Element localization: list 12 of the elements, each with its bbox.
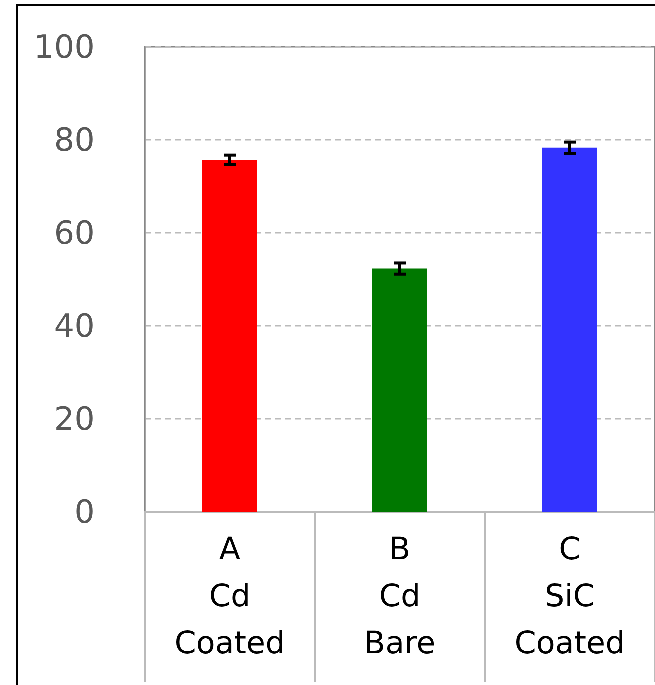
y-tick-label: 20	[54, 400, 95, 438]
bar	[372, 268, 428, 512]
y-tick-label: 60	[54, 214, 95, 252]
x-tick-label: C SiC Coated	[514, 532, 626, 662]
x-tick-label: A Cd Coated	[174, 532, 286, 662]
y-tick-label: 40	[54, 307, 95, 345]
y-tick-label: 80	[54, 121, 95, 159]
y-tick-label: 0	[74, 493, 95, 531]
bar	[542, 148, 598, 512]
x-tick-label: B Cd Bare	[364, 532, 436, 662]
y-tick-label: 100	[34, 28, 95, 66]
bar	[202, 160, 258, 512]
